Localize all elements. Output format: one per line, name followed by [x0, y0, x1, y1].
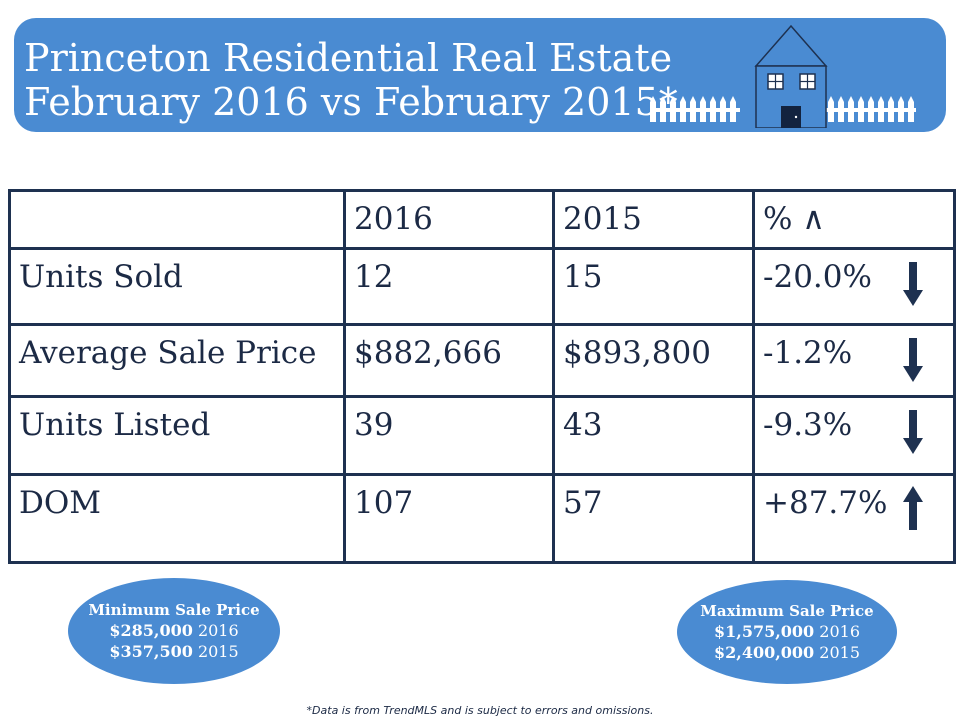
pct-change: -20.0%	[763, 259, 872, 295]
arrow-down-icon	[903, 338, 923, 382]
header-cell-label	[8, 189, 346, 250]
min-price-year: 2015	[197, 642, 239, 661]
max-price-value: $1,575,000	[713, 622, 815, 641]
value-2015: 57	[552, 473, 755, 564]
pct-change: +87.7%	[763, 485, 888, 521]
page-subtitle: February 2016 vs February 2015*	[24, 80, 678, 124]
pct-change-cell: -1.2%	[752, 323, 956, 398]
arrow-up-icon	[903, 486, 923, 530]
min-price-year: 2016	[197, 621, 239, 640]
max-price-year: 2016	[819, 622, 860, 641]
header-cell-2015: 2015	[552, 189, 755, 250]
value-2016: $882,666	[343, 323, 555, 398]
value-2016: 12	[343, 247, 555, 326]
row-label: Units Listed	[8, 395, 346, 476]
value-2015: 43	[552, 395, 755, 476]
max-price-line-2016: $1,575,000 2016	[677, 621, 897, 642]
pct-change: -1.2%	[763, 335, 853, 371]
house-icon	[650, 24, 916, 128]
title-banner: Princeton Residential Real Estate Februa…	[14, 18, 946, 132]
arrow-down-icon	[903, 410, 923, 454]
minimum-sale-price-badge: Minimum Sale Price $285,000 2016 $357,50…	[68, 578, 280, 684]
pct-change: -9.3%	[763, 407, 853, 443]
arrow-down-icon	[903, 262, 923, 306]
row-label: DOM	[8, 473, 346, 564]
picket-fence-icon	[650, 96, 916, 122]
min-price-line-2015: $357,500 2015	[68, 641, 280, 662]
min-price-title: Minimum Sale Price	[88, 601, 260, 619]
value-2016: 39	[343, 395, 555, 476]
table-row: Average Sale Price $882,666 $893,800 -1.…	[8, 323, 956, 398]
min-price-value: $285,000	[109, 621, 193, 640]
table-row: DOM 107 57 +87.7%	[8, 473, 956, 564]
max-price-value: $2,400,000	[713, 643, 815, 662]
header-cell-pct-change: % ∧	[752, 189, 956, 250]
comparison-table: 2016 2015 % ∧ Units Sold 12 15 -20.0% Av…	[8, 189, 956, 564]
row-label: Average Sale Price	[8, 323, 346, 398]
value-2015: 15	[552, 247, 755, 326]
max-price-line-2015: $2,400,000 2015	[677, 642, 897, 663]
footnote: *Data is from TrendMLS and is subject to…	[306, 704, 654, 717]
min-price-value: $357,500	[109, 642, 193, 661]
maximum-sale-price-badge: Maximum Sale Price $1,575,000 2016 $2,40…	[677, 580, 897, 684]
page-title: Princeton Residential Real Estate	[24, 36, 673, 80]
max-price-year: 2015	[819, 643, 860, 662]
value-2016: 107	[343, 473, 555, 564]
header-cell-2016: 2016	[343, 189, 555, 250]
min-price-line-2016: $285,000 2016	[68, 620, 280, 641]
max-price-title: Maximum Sale Price	[700, 602, 874, 620]
table-row: Units Sold 12 15 -20.0%	[8, 247, 956, 326]
pct-change-cell: -9.3%	[752, 395, 956, 476]
pct-change-cell: +87.7%	[752, 473, 956, 564]
row-label: Units Sold	[8, 247, 346, 326]
value-2015: $893,800	[552, 323, 755, 398]
pct-change-cell: -20.0%	[752, 247, 956, 326]
table-row: Units Listed 39 43 -9.3%	[8, 395, 956, 476]
table-header-row: 2016 2015 % ∧	[8, 189, 956, 250]
